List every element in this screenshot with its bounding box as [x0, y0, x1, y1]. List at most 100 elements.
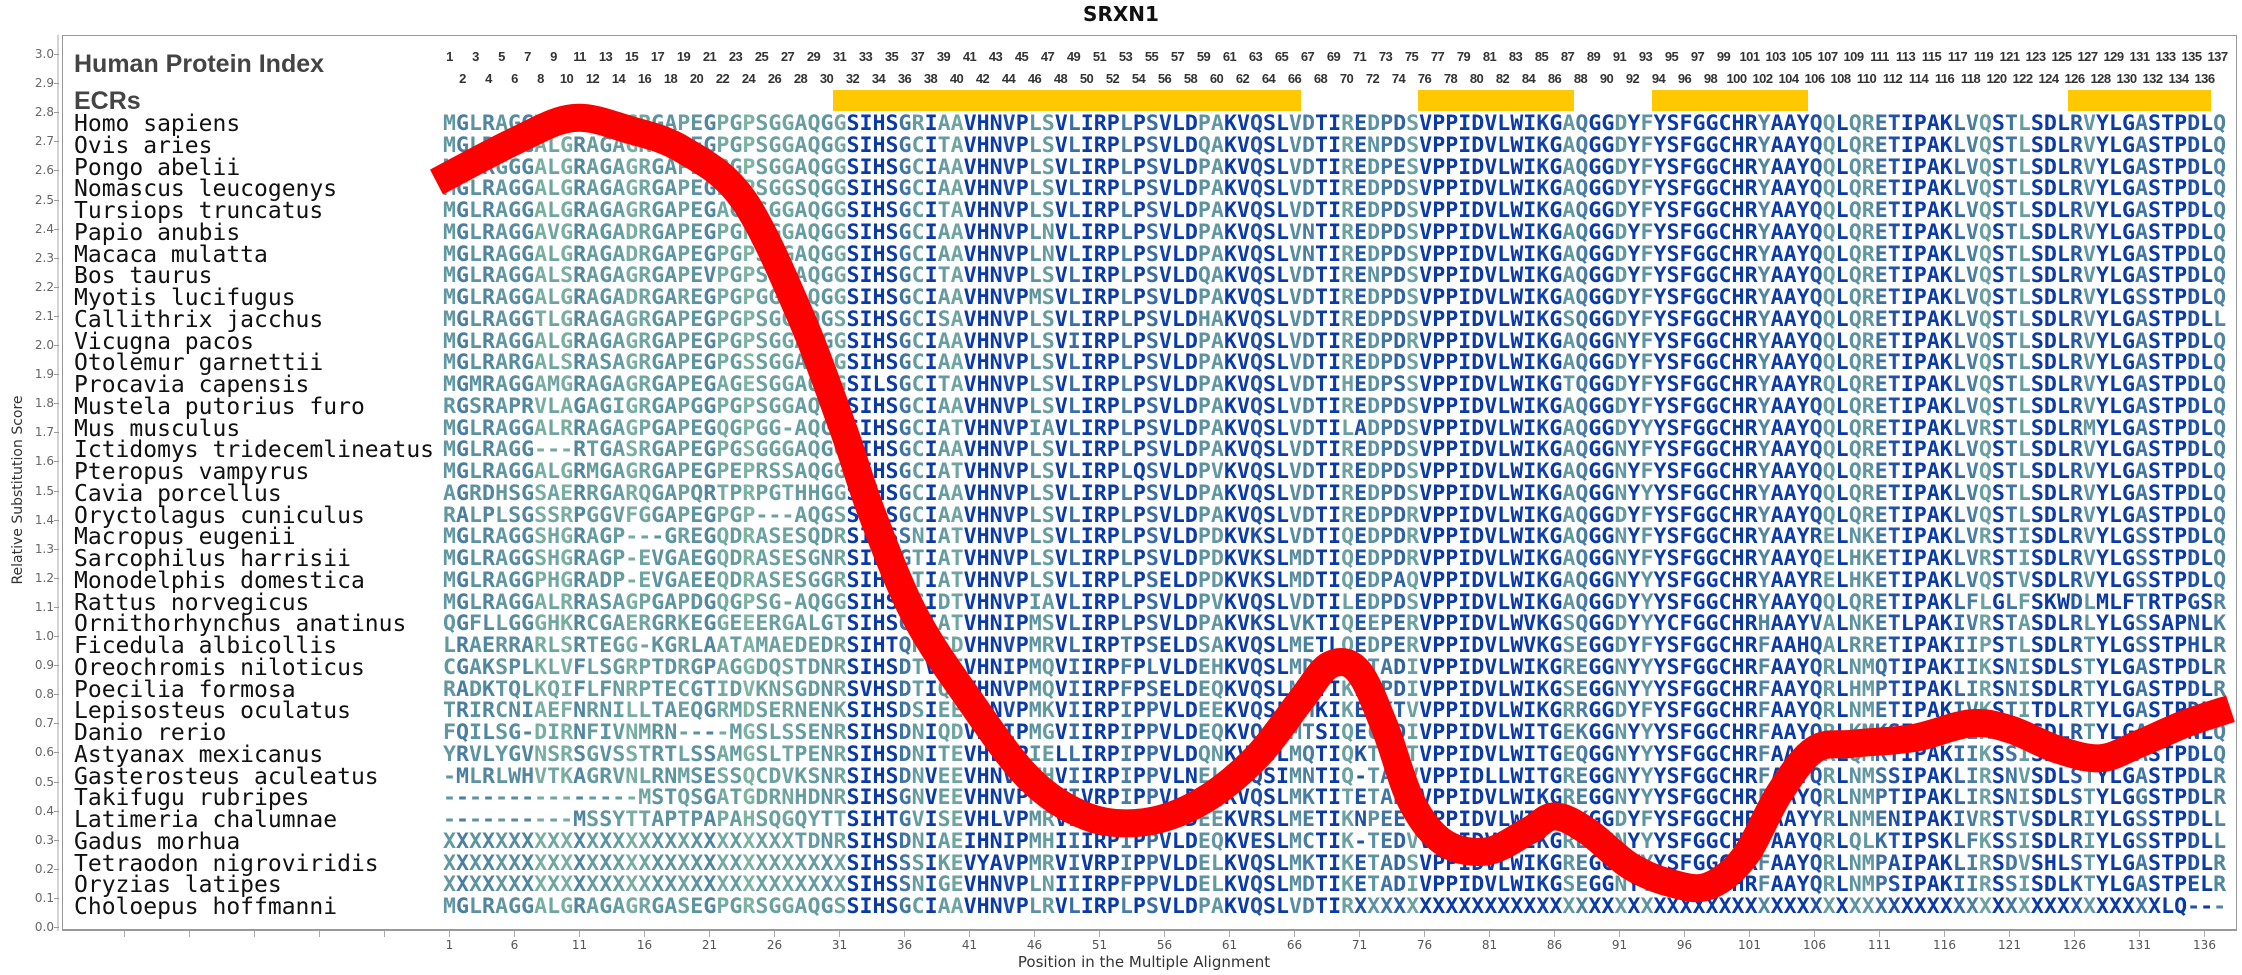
residue: N [989, 198, 1003, 223]
residue: T [2161, 132, 2175, 158]
residue: A [937, 241, 951, 267]
column-number: 28 [793, 71, 808, 86]
residue: Q [1575, 176, 1589, 202]
column-number: 61 [1222, 49, 1237, 64]
residue: A [586, 219, 600, 245]
residue: H [976, 154, 990, 180]
residue: G [651, 241, 665, 267]
residue: H [976, 111, 990, 136]
residue: T [1887, 132, 1901, 158]
residue: D [2187, 176, 2201, 202]
residue: D [2187, 219, 2201, 245]
residue: S [846, 198, 860, 223]
residue: L [1497, 198, 1511, 223]
sequence-row: MGLRAGGTLGRAGAGRGAPEGPGPSGGAQGGSIHSGRIAA… [443, 113, 2226, 135]
residue: S [2030, 132, 2044, 158]
residue: R [1093, 176, 1107, 202]
residue: Y [1757, 154, 1771, 180]
residue: S [2030, 198, 2044, 223]
column-number: 64 [1261, 71, 1276, 86]
residue: L [469, 176, 483, 202]
residue: G [820, 219, 834, 245]
column-number: 24 [741, 71, 756, 86]
residue: V [1002, 198, 1016, 223]
residue: T [2004, 111, 2018, 136]
residue: Q [2213, 111, 2227, 136]
residue: A [794, 241, 808, 267]
residue: G [599, 219, 613, 245]
residue: D [1393, 198, 1407, 223]
column-number: 74 [1391, 71, 1406, 86]
residue: A [1926, 176, 1940, 202]
residue: E [1874, 176, 1888, 202]
residue: D [2043, 111, 2057, 136]
residue: D [1393, 111, 1407, 136]
residue: P [1132, 176, 1146, 202]
residue: Q [1822, 176, 1836, 202]
residue: V [1484, 154, 1498, 180]
residue: A [612, 219, 626, 245]
residue: V [1158, 111, 1172, 136]
column-number: 45 [1014, 49, 1029, 64]
residue: L [1067, 132, 1081, 158]
residue: C [911, 176, 925, 202]
residue: I [1328, 176, 1342, 202]
residue: S [1406, 132, 1420, 158]
residue: A [664, 176, 678, 202]
residue: V [1484, 111, 1498, 136]
residue: I [859, 154, 873, 180]
residue: V [1289, 154, 1303, 180]
residue: A [495, 241, 509, 267]
column-number: 90 [1599, 71, 1614, 86]
residue: A [1783, 154, 1797, 180]
residue: P [1380, 198, 1394, 223]
residue: P [1380, 154, 1394, 180]
residue: I [1523, 154, 1537, 180]
residue: D [1471, 111, 1485, 136]
residue: P [1197, 219, 1211, 245]
residue: S [1406, 241, 1420, 267]
residue: W [1510, 198, 1524, 223]
residue: A [1562, 111, 1576, 136]
column-number: 127 [2077, 49, 2098, 64]
residue: P [1913, 111, 1927, 136]
residue: R [1341, 198, 1355, 223]
residue: A [2135, 154, 2149, 180]
residue: P [1015, 111, 1029, 136]
residue: L [2200, 111, 2214, 136]
residue: S [1145, 154, 1159, 180]
residue: A [2135, 111, 2149, 136]
residue: V [1054, 176, 1068, 202]
residue: A [612, 154, 626, 180]
residue: S [1041, 154, 1055, 180]
residue: S [2148, 198, 2162, 223]
residue: R [573, 154, 587, 180]
residue: V [1002, 241, 1016, 267]
residue: F [1640, 111, 1654, 136]
residue: I [1080, 176, 1094, 202]
residue: A [586, 132, 600, 158]
residue: P [742, 111, 756, 136]
residue: G [1588, 154, 1602, 180]
residue: G [599, 198, 613, 223]
residue: S [1262, 198, 1276, 223]
residue: I [1328, 111, 1342, 136]
residue: P [1106, 154, 1120, 180]
residue: K [1223, 154, 1237, 180]
residue: G [1705, 132, 1719, 158]
residue: T [937, 132, 951, 158]
residue: L [1171, 176, 1185, 202]
column-number: 2 [459, 71, 466, 86]
residue: E [1354, 219, 1368, 245]
residue: A [1210, 198, 1224, 223]
residue: S [2148, 154, 2162, 180]
residue: Y [1627, 219, 1641, 245]
column-number: 85 [1534, 49, 1549, 64]
residue: D [1367, 219, 1381, 245]
residue: E [690, 241, 704, 267]
residue: P [1106, 241, 1120, 267]
residue: V [963, 219, 977, 245]
residue: A [794, 198, 808, 223]
residue: T [2161, 198, 2175, 223]
residue: L [2109, 198, 2123, 223]
